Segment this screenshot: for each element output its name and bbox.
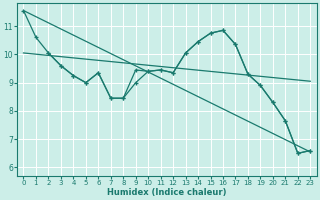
- X-axis label: Humidex (Indice chaleur): Humidex (Indice chaleur): [107, 188, 227, 197]
